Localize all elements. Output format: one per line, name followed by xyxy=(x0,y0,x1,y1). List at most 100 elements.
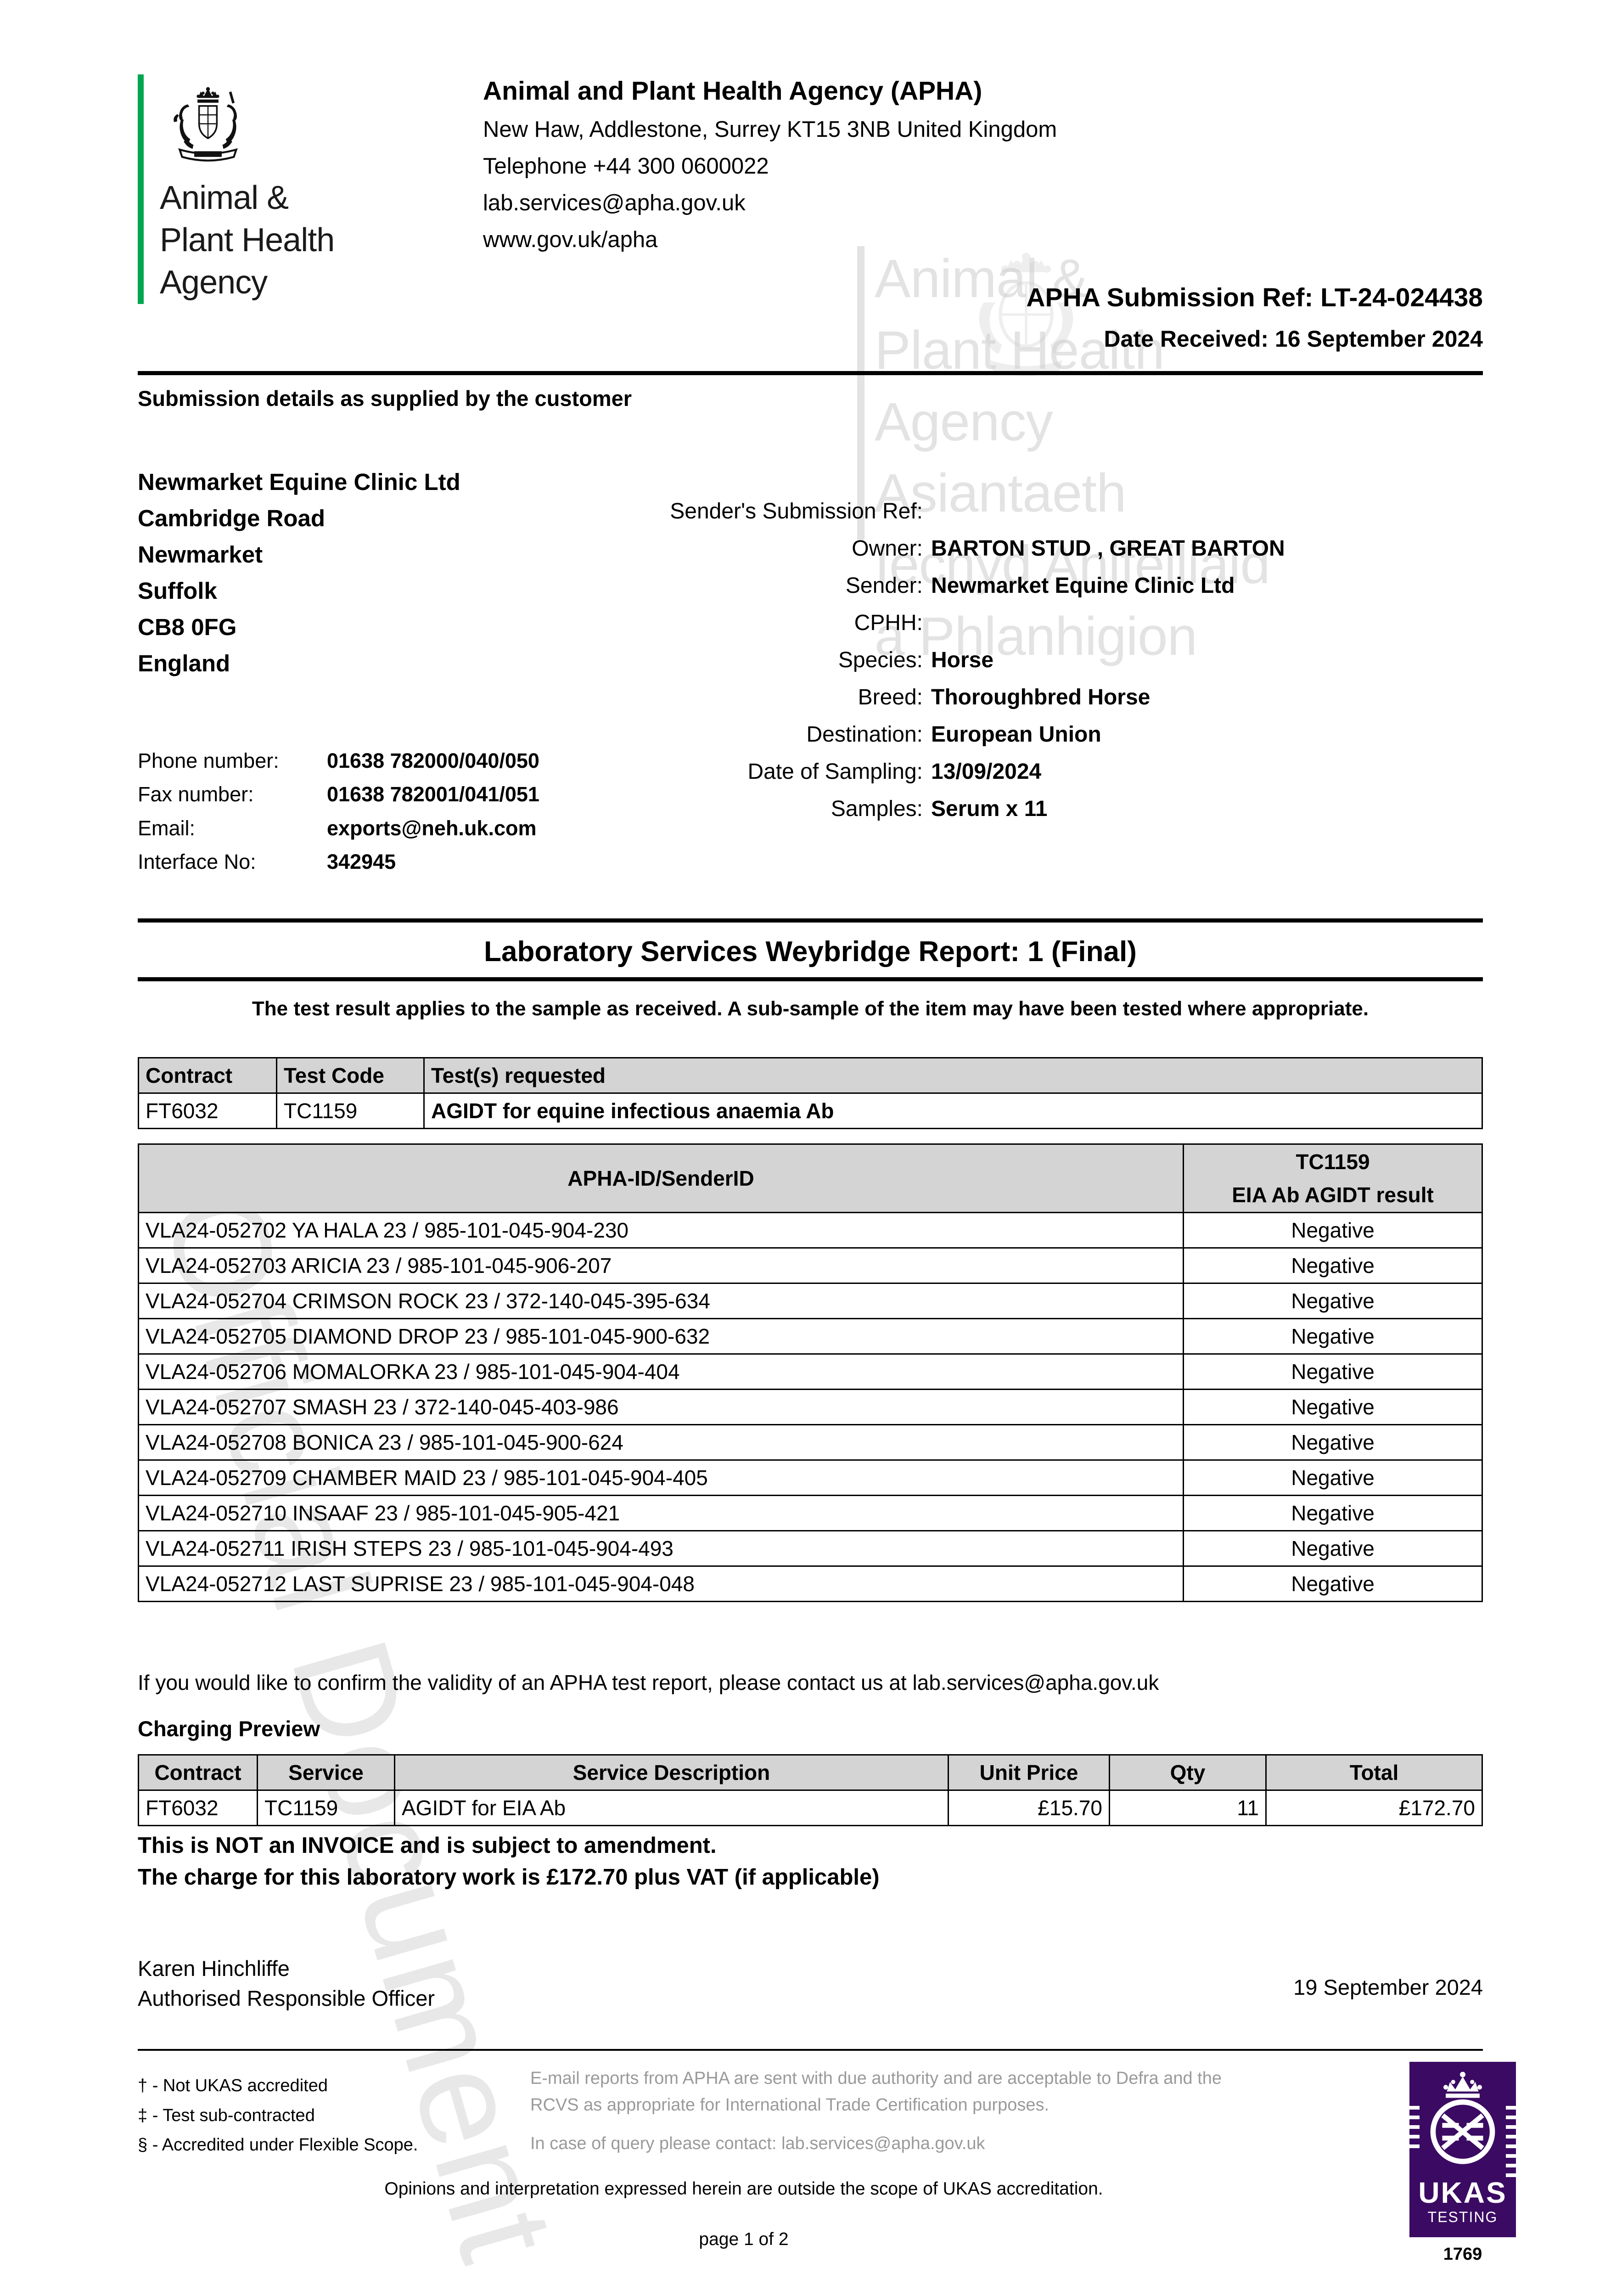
address-line: Suffolk xyxy=(138,578,217,604)
ukas-crown-circle-icon xyxy=(1430,2071,1495,2164)
cell-sample-id: VLA24-052705 DIAMOND DROP 23 / 985-101-0… xyxy=(138,1318,1184,1355)
signer-role: Authorised Responsible Officer xyxy=(138,1986,435,2010)
cell-sample-id: VLA24-052712 LAST SUPRISE 23 / 985-101-0… xyxy=(138,1565,1184,1602)
col-test-code: Test Code xyxy=(276,1057,425,1094)
detail-row: Species: Horse xyxy=(624,649,1483,671)
table-row: VLA24-052710 INSAAF 23 / 985-101-045-905… xyxy=(138,1495,1483,1531)
signer-name: Karen Hinchliffe xyxy=(138,1956,290,1981)
date-received: Date Received: 16 September 2024 xyxy=(1104,326,1483,352)
col-service: Service xyxy=(257,1754,395,1791)
table-header-row: APHA-ID/SenderID TC1159 EIA Ab AGIDT res… xyxy=(138,1143,1483,1213)
not-invoice-note: This is NOT an INVOICE and is subject to… xyxy=(138,1833,717,1858)
cell-result: Negative xyxy=(1183,1565,1483,1602)
table-row: VLA24-052711 IRISH STEPS 23 / 985-101-04… xyxy=(138,1530,1483,1567)
results-table: APHA-ID/SenderID TC1159 EIA Ab AGIDT res… xyxy=(138,1143,1483,1602)
cell-sample-id: VLA24-052711 IRISH STEPS 23 / 985-101-04… xyxy=(138,1530,1184,1567)
address-line: Cambridge Road xyxy=(138,505,326,532)
contact-label: Email: xyxy=(138,816,196,840)
contact-row: Interface No: 342945 xyxy=(138,845,539,878)
cell-sample-id: VLA24-052708 BONICA 23 / 985-101-045-900… xyxy=(138,1424,1184,1461)
report-title-rule-bottom xyxy=(138,977,1483,981)
contact-row: Email: exports@neh.uk.com xyxy=(138,811,539,845)
cell-result: Negative xyxy=(1183,1389,1483,1425)
contact-label: Fax number: xyxy=(138,782,254,806)
contact-row: Phone number: 01638 782000/040/050 xyxy=(138,744,539,777)
contact-row: Fax number: 01638 782001/041/051 xyxy=(138,777,539,811)
cell-result: Negative xyxy=(1183,1459,1483,1496)
col-apha-id: APHA-ID/SenderID xyxy=(138,1143,1184,1213)
applies-note: The test result applies to the sample as… xyxy=(252,997,1369,1020)
ukas-scope-note: Opinions and interpretation expressed he… xyxy=(384,2179,1103,2199)
cell-result: Negative xyxy=(1183,1353,1483,1390)
contact-label: Interface No: xyxy=(138,850,256,874)
cell-sample-id: VLA24-052709 CHAMBER MAID 23 / 985-101-0… xyxy=(138,1459,1184,1496)
contact-value: exports@neh.uk.com xyxy=(327,816,537,840)
address-line: Newmarket Equine Clinic Ltd xyxy=(138,469,460,495)
detail-value: Serum x 11 xyxy=(931,797,1048,821)
ukas-accreditation-badge: UKAS TESTING xyxy=(1409,2062,1516,2237)
signature-date: 19 September 2024 xyxy=(1293,1975,1483,1999)
detail-value: BARTON STUD , GREAT BARTON xyxy=(931,536,1285,561)
detail-row: Date of Sampling: 13/09/2024 xyxy=(624,761,1483,783)
col-result: TC1159 EIA Ab AGIDT result xyxy=(1183,1143,1483,1213)
detail-row: Destination: European Union xyxy=(624,724,1483,746)
ukas-tick-marks-left xyxy=(1409,2106,1420,2178)
invoice-disclaimer: This is NOT an INVOICE and is subject to… xyxy=(138,1830,880,1893)
report-title: Laboratory Services Weybridge Report: 1 … xyxy=(484,936,1137,968)
submission-details-heading: Submission details as supplied by the cu… xyxy=(138,386,632,411)
cell-sample-id: VLA24-052703 ARICIA 23 / 985-101-045-906… xyxy=(138,1247,1184,1284)
table-row: VLA24-052707 SMASH 23 / 372-140-045-403-… xyxy=(138,1389,1483,1425)
organisation-title: Animal and Plant Health Agency (APHA) xyxy=(483,76,982,106)
footnote-item: † - Not UKAS accredited xyxy=(138,2076,328,2095)
footer-notes: E-mail reports from APHA are sent with d… xyxy=(530,2065,1237,2169)
cell-qty: 11 xyxy=(1109,1790,1267,1826)
organisation-website: www.gov.uk/apha xyxy=(483,227,658,252)
organisation-email: lab.services@apha.gov.uk xyxy=(483,191,746,215)
table-row: VLA24-052702 YA HALA 23 / 985-101-045-90… xyxy=(138,1212,1483,1249)
charging-preview-heading: Charging Preview xyxy=(138,1716,320,1741)
detail-label: Owner: xyxy=(852,536,923,561)
contact-label: Phone number: xyxy=(138,749,279,772)
detail-label: Sender: xyxy=(845,574,923,598)
brand-wordmark: Animal & Plant Health Agency xyxy=(160,177,335,304)
col-unit-price: Unit Price xyxy=(948,1754,1110,1791)
result-name-label: EIA Ab AGIDT result xyxy=(1232,1183,1434,1207)
submission-ref: APHA Submission Ref: LT-24-024438 xyxy=(1026,283,1483,312)
table-row: VLA24-052705 DIAMOND DROP 23 / 985-101-0… xyxy=(138,1318,1483,1355)
detail-label: Species: xyxy=(838,648,923,672)
result-code-label: TC1159 xyxy=(1296,1150,1370,1174)
cell-test-description: AGIDT for equine infectious anaemia Ab xyxy=(423,1092,1483,1129)
col-service-description: Service Description xyxy=(394,1754,949,1791)
detail-row: Samples: Serum x 11 xyxy=(624,798,1483,820)
cell-service-description: AGIDT for EIA Ab xyxy=(394,1790,949,1826)
detail-value: European Union xyxy=(931,722,1101,747)
cell-result: Negative xyxy=(1183,1283,1483,1319)
header-divider-rule xyxy=(138,371,1483,375)
brand-accent-bar xyxy=(138,74,144,304)
col-qty: Qty xyxy=(1109,1754,1267,1791)
detail-value: Thoroughbred Horse xyxy=(931,685,1151,709)
detail-label: CPHH: xyxy=(854,611,923,635)
col-contract: Contract xyxy=(138,1057,277,1094)
page-number: page 1 of 2 xyxy=(699,2229,789,2249)
brand-line: Agency xyxy=(160,264,268,301)
cell-test-code: TC1159 xyxy=(276,1092,425,1129)
detail-row: Owner: BARTON STUD , GREAT BARTON xyxy=(624,538,1483,560)
address-line: Newmarket xyxy=(138,541,263,568)
ukas-tick-marks-right xyxy=(1506,2106,1516,2178)
cell-contract: FT6032 xyxy=(138,1790,258,1826)
cell-result: Negative xyxy=(1183,1247,1483,1284)
cell-contract: FT6032 xyxy=(138,1092,277,1129)
royal-coat-of-arms-icon xyxy=(174,87,238,162)
address-line: England xyxy=(138,650,230,677)
contact-value: 342945 xyxy=(327,850,396,874)
table-row: VLA24-052706 MOMALORKA 23 / 985-101-045-… xyxy=(138,1353,1483,1390)
cell-result: Negative xyxy=(1183,1212,1483,1249)
detail-value: Horse xyxy=(931,648,994,672)
cell-result: Negative xyxy=(1183,1495,1483,1531)
cell-service: TC1159 xyxy=(257,1790,395,1826)
cell-sample-id: VLA24-052704 CRIMSON ROCK 23 / 372-140-0… xyxy=(138,1283,1184,1319)
cell-result: Negative xyxy=(1183,1530,1483,1567)
cell-sample-id: VLA24-052707 SMASH 23 / 372-140-045-403-… xyxy=(138,1389,1184,1425)
